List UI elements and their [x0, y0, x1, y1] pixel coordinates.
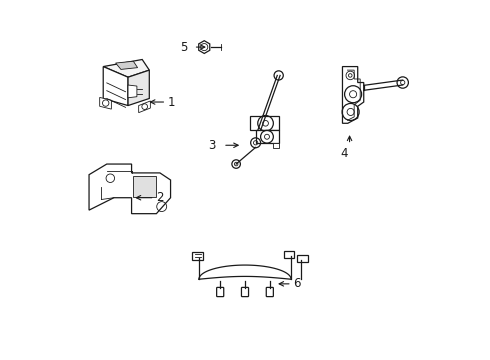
Circle shape	[274, 71, 283, 80]
Text: 4: 4	[341, 147, 348, 160]
Polygon shape	[250, 116, 279, 130]
Polygon shape	[192, 252, 203, 260]
Polygon shape	[128, 85, 137, 98]
Polygon shape	[343, 67, 364, 123]
Text: 3: 3	[209, 139, 216, 152]
Polygon shape	[89, 164, 171, 214]
Circle shape	[397, 77, 408, 88]
Polygon shape	[284, 251, 294, 258]
Polygon shape	[297, 255, 308, 261]
Polygon shape	[128, 70, 149, 105]
Polygon shape	[103, 59, 149, 77]
Polygon shape	[139, 101, 150, 113]
Polygon shape	[272, 143, 279, 148]
Polygon shape	[116, 61, 138, 69]
Text: 5: 5	[180, 41, 188, 54]
Polygon shape	[133, 176, 156, 197]
Text: 2: 2	[156, 191, 164, 204]
FancyBboxPatch shape	[266, 287, 273, 297]
Text: 6: 6	[293, 277, 301, 291]
Text: 1: 1	[168, 95, 175, 108]
FancyBboxPatch shape	[217, 287, 224, 297]
FancyBboxPatch shape	[242, 287, 248, 297]
Polygon shape	[103, 67, 128, 105]
Polygon shape	[99, 98, 111, 109]
Polygon shape	[256, 130, 279, 143]
Polygon shape	[199, 41, 210, 54]
